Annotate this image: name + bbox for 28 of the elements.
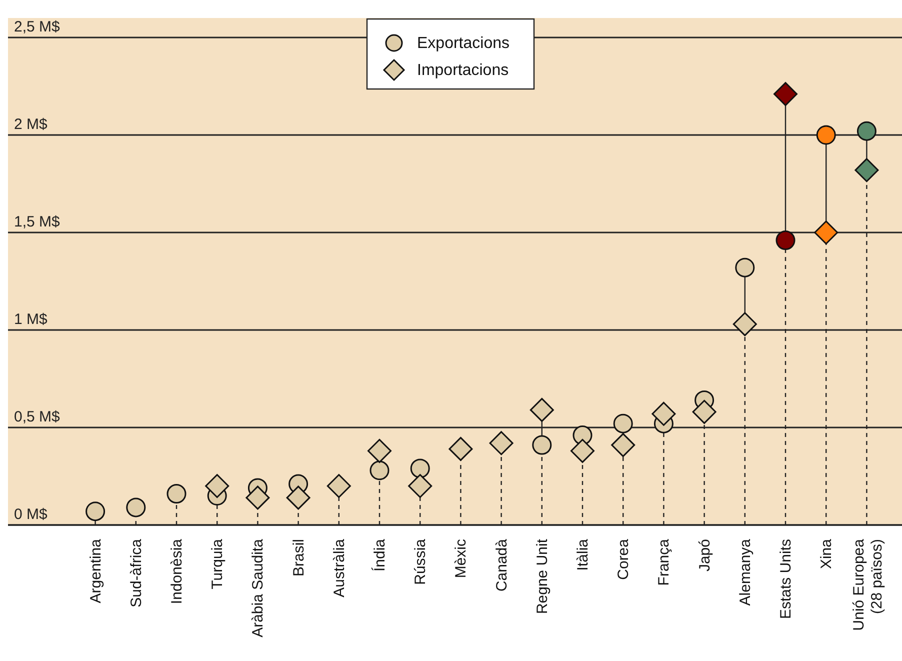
x-tick-label: Mèxic [452,538,470,578]
x-tick-label: Canadà [493,538,510,592]
x-tick-label: Itàlia [574,538,592,571]
x-tick-label: Unió Europea (28 països) [850,538,886,631]
legend-label: Importacions [417,62,509,79]
y-tick-label: 2,5 M$ [14,18,61,36]
x-tick-label: Turquia [209,538,226,590]
x-tick-label: Japó [696,539,714,572]
y-tick-label: 0,5 M$ [14,408,61,426]
x-tick-label: Austràlia [330,538,348,598]
x-tick-label: Rússia [412,538,430,585]
x-tick-label: Indonèsia [168,538,186,604]
x-tick-label: Brasil [290,539,308,577]
legend-label: Exportacions [417,35,510,52]
x-tick-label: Xina [818,538,836,570]
y-tick-label: 1,5 M$ [14,214,61,230]
x-tick-label: Corea [615,538,632,580]
x-tick-label: Sud-àfrica [128,538,145,608]
x-tick-label: Índia [370,538,388,572]
x-tick-label: Regne Unit [534,538,551,614]
x-tick-label: Aràbia Saudita [250,538,267,638]
y-tick-label: 0 M$ [14,506,48,523]
y-tick-label: 1 M$ [14,311,48,328]
y-tick-label: 2 M$ [14,116,48,133]
x-tick-label: Argentina [87,538,104,604]
x-tick-label: França [656,538,673,586]
x-tick-label: Alemanya [736,538,754,606]
x-tick-label: Estats Units [778,539,794,620]
